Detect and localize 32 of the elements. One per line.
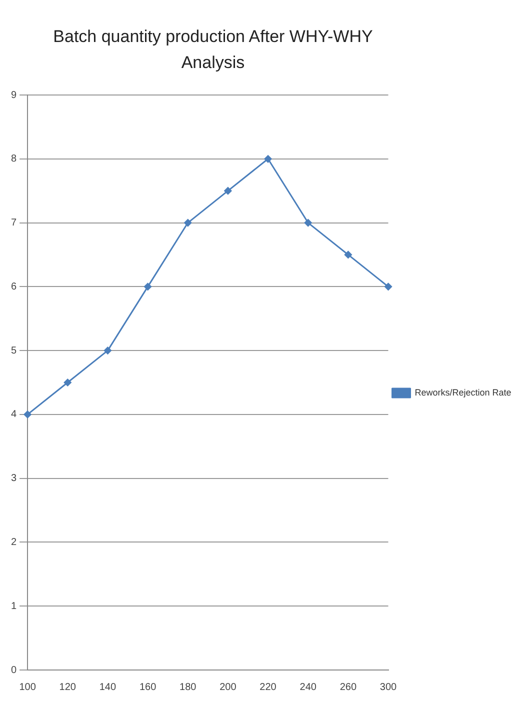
y-tick-label: 3 <box>11 473 17 484</box>
legend-label: Reworks/Rejection Rate <box>414 387 512 398</box>
x-tick-label: 160 <box>139 682 157 693</box>
x-tick-label: 120 <box>59 682 76 693</box>
y-tick-label: 4 <box>11 409 17 420</box>
x-tick-label: 100 <box>19 682 36 693</box>
point <box>304 219 312 227</box>
y-tick-label: 7 <box>11 218 17 229</box>
x-tick-label: 180 <box>180 682 197 693</box>
point <box>344 250 352 258</box>
y-tick-label: 6 <box>11 281 17 292</box>
y-tick-label: 5 <box>11 345 17 356</box>
point <box>144 282 152 290</box>
x-tick-label: 260 <box>340 682 357 693</box>
point <box>184 219 192 227</box>
x-tick-label: 240 <box>300 682 317 693</box>
x-tick-label: 140 <box>99 682 116 693</box>
point <box>224 187 232 195</box>
y-tick-label: 0 <box>11 664 17 676</box>
x-tick-label: 220 <box>260 682 277 693</box>
point <box>264 155 272 163</box>
chart-title: Batch quantity production After WHY-WHY Analysis <box>52 26 374 74</box>
y-tick-label: 1 <box>11 600 17 612</box>
point <box>64 378 72 386</box>
x-tick-label: 200 <box>220 682 237 693</box>
point <box>384 282 392 290</box>
y-tick-label: 8 <box>11 154 17 165</box>
x-tick-label: 300 <box>380 682 398 693</box>
point <box>104 346 112 354</box>
y-tick-label: 9 <box>11 90 17 101</box>
y-tick-label: 2 <box>11 536 17 548</box>
point <box>24 410 32 418</box>
